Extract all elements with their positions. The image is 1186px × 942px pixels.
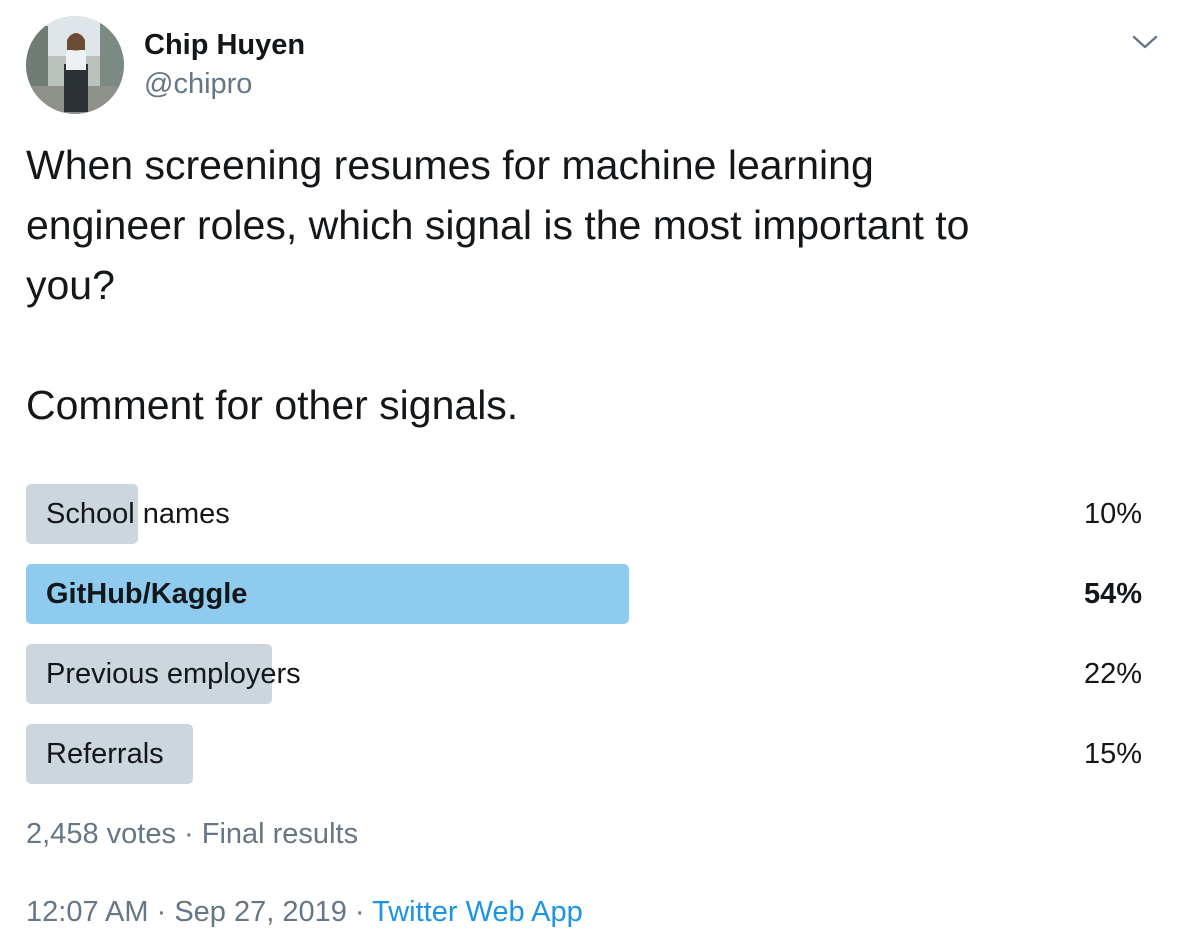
poll-bar <box>26 644 272 704</box>
avatar-photo <box>26 16 124 114</box>
tweet-text-line: When screening resumes for machine learn… <box>26 142 874 188</box>
poll-status: Final results <box>201 818 359 850</box>
avatar[interactable] <box>26 16 124 114</box>
tweet-text: When screening resumes for machine learn… <box>26 135 1146 435</box>
poll-option-label: GitHub/Kaggle <box>46 578 248 610</box>
tweet-text-line: you? <box>26 262 115 308</box>
poll-bar <box>26 724 193 784</box>
poll-option-label: Previous employers <box>46 658 301 690</box>
poll: School names 10% GitHub/Kaggle 54% Previ… <box>26 484 1142 804</box>
separator: · <box>148 896 175 928</box>
poll-option: Referrals 15% <box>26 724 1142 784</box>
poll-option-percent: 22% <box>1083 658 1142 690</box>
separator: · <box>346 896 373 928</box>
poll-option: GitHub/Kaggle 54% <box>26 564 1142 624</box>
poll-option-label: School names <box>46 498 230 530</box>
poll-summary: 2,458 votes · Final results <box>26 816 358 852</box>
tweet-comment-line: Comment for other signals. <box>26 382 519 428</box>
tweet-time[interactable]: 12:07 AM <box>26 896 149 928</box>
tweet-meta: 12:07 AM · Sep 27, 2019 · Twitter Web Ap… <box>26 894 583 930</box>
poll-bar <box>26 564 629 624</box>
user-handle[interactable]: @chipro <box>144 68 253 100</box>
poll-option: School names 10% <box>26 484 1142 544</box>
poll-option-percent: 15% <box>1083 738 1142 770</box>
tweet-text-line: engineer roles, which signal is the most… <box>26 202 970 248</box>
poll-vote-count: 2,458 votes <box>26 818 176 850</box>
poll-bar <box>26 484 138 544</box>
tweet-source-link[interactable]: Twitter Web App <box>372 896 583 928</box>
tweet-date[interactable]: Sep 27, 2019 <box>174 896 347 928</box>
poll-option-percent: 10% <box>1083 498 1142 530</box>
poll-option-label: Referrals <box>46 738 164 770</box>
poll-option-percent: 54% <box>1083 578 1142 610</box>
display-name[interactable]: Chip Huyen <box>144 29 306 61</box>
separator: · <box>175 818 202 850</box>
poll-option: Previous employers 22% <box>26 644 1142 704</box>
chevron-down-icon[interactable] <box>1130 28 1160 56</box>
